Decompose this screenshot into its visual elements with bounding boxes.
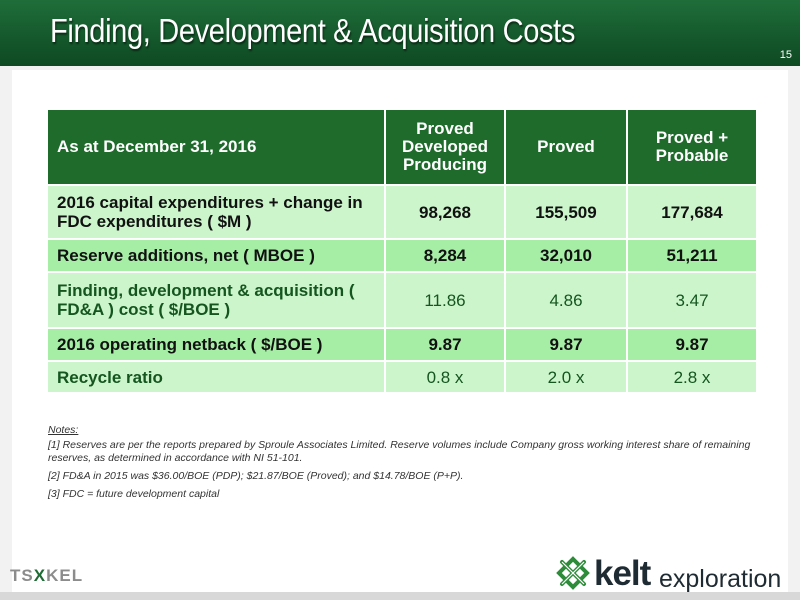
- table-cell: 155,509: [504, 184, 628, 240]
- logo-kelt: kelt: [594, 554, 651, 593]
- table-cell: 8,284: [384, 238, 506, 273]
- logo-text: KEL: [46, 566, 84, 585]
- table-cell: 4.86: [504, 271, 628, 329]
- table-cell: 11.86: [384, 271, 506, 329]
- logo-text: TS: [10, 566, 34, 585]
- table-cell: 177,684: [626, 184, 758, 240]
- row-label: Finding, development & acquisition ( FD&…: [46, 271, 386, 329]
- table-cell: 0.8 x: [384, 360, 506, 394]
- table-row: 2016 capital expenditures + change in FD…: [46, 184, 758, 240]
- row-label: Reserve additions, net ( MBOE ): [46, 238, 386, 273]
- table-cell: 9.87: [384, 327, 506, 362]
- table-row: Finding, development & acquisition ( FD&…: [46, 271, 758, 329]
- table-cell: 2.8 x: [626, 360, 758, 394]
- table-cell: 51,211: [626, 238, 758, 273]
- column-header: Proved Developed Producing: [384, 108, 506, 186]
- table-row: Recycle ratio 0.8 x 2.0 x 2.8 x: [46, 360, 758, 394]
- table-row: 2016 operating netback ( $/BOE ) 9.87 9.…: [46, 327, 758, 362]
- table-cell: 32,010: [504, 238, 628, 273]
- table-cell: 98,268: [384, 184, 506, 240]
- row-label: 2016 operating netback ( $/BOE ): [46, 327, 386, 362]
- tsx-kel-logo: TSXKEL: [10, 566, 83, 586]
- row-label: Recycle ratio: [46, 360, 386, 394]
- table-cell: 9.87: [504, 327, 628, 362]
- note-item: [3] FDC = future development capital: [48, 488, 220, 500]
- table-cell: 3.47: [626, 271, 758, 329]
- notes-section: Notes: [1] Reserves are per the reports …: [48, 424, 758, 506]
- slide-title: Finding, Development & Acquisition Costs: [50, 12, 576, 49]
- note-item: [2] FD&A in 2015 was $36.00/BOE (PDP); $…: [48, 470, 464, 482]
- celtic-knot-icon: [556, 556, 590, 590]
- table-cell: 2.0 x: [504, 360, 628, 394]
- notes-title: Notes:: [48, 424, 79, 436]
- column-header: As at December 31, 2016: [46, 108, 386, 186]
- page-number: 15: [779, 49, 792, 61]
- column-header: Proved + Probable: [626, 108, 758, 186]
- note-item: [1] Reserves are per the reports prepare…: [48, 439, 751, 464]
- fdac-table: As at December 31, 2016 Proved Developed…: [46, 108, 758, 394]
- logo-x: X: [33, 566, 47, 585]
- kelt-exploration-logo: kelt exploration: [556, 554, 792, 594]
- footer-band: [0, 592, 800, 600]
- logo-exploration: exploration: [659, 565, 782, 593]
- title-bar: Finding, Development & Acquisition Costs…: [0, 0, 800, 66]
- column-header: Proved: [504, 108, 628, 186]
- row-label: 2016 capital expenditures + change in FD…: [46, 184, 386, 240]
- slide-content: As at December 31, 2016 Proved Developed…: [12, 70, 788, 592]
- table-row: Reserve additions, net ( MBOE ) 8,284 32…: [46, 238, 758, 273]
- table-cell: 9.87: [626, 327, 758, 362]
- table-header-row: As at December 31, 2016 Proved Developed…: [46, 108, 758, 186]
